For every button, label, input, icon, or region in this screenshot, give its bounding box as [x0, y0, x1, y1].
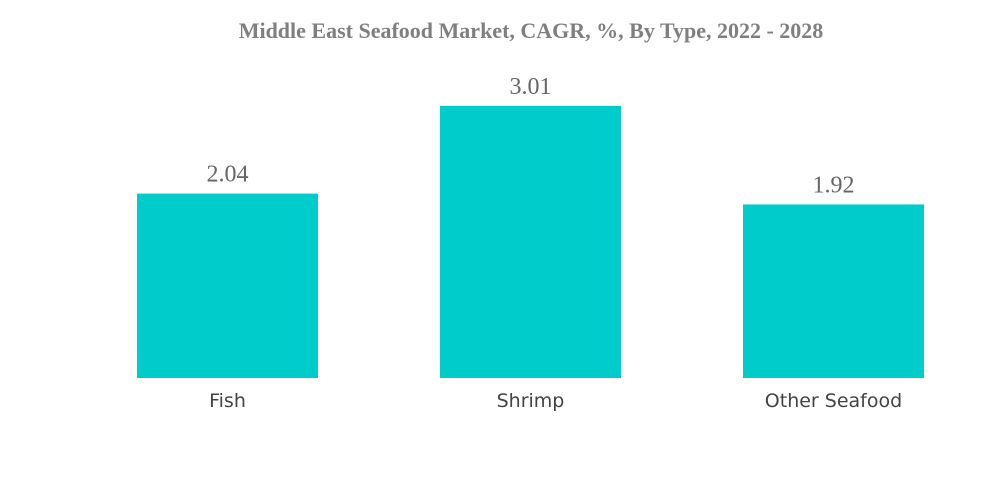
value-label: 1.92	[813, 172, 855, 198]
x-tick-label: Shrimp	[497, 390, 565, 412]
x-tick-label: Other Seafood	[765, 390, 902, 412]
chart-title: Middle East Seafood Market, CAGR, %, By …	[239, 18, 824, 43]
value-label: 2.04	[207, 162, 249, 188]
bar	[137, 193, 318, 378]
bar	[743, 204, 924, 378]
value-label: 3.01	[510, 74, 552, 100]
x-tick-label: Fish	[209, 390, 246, 412]
bar	[440, 105, 621, 379]
